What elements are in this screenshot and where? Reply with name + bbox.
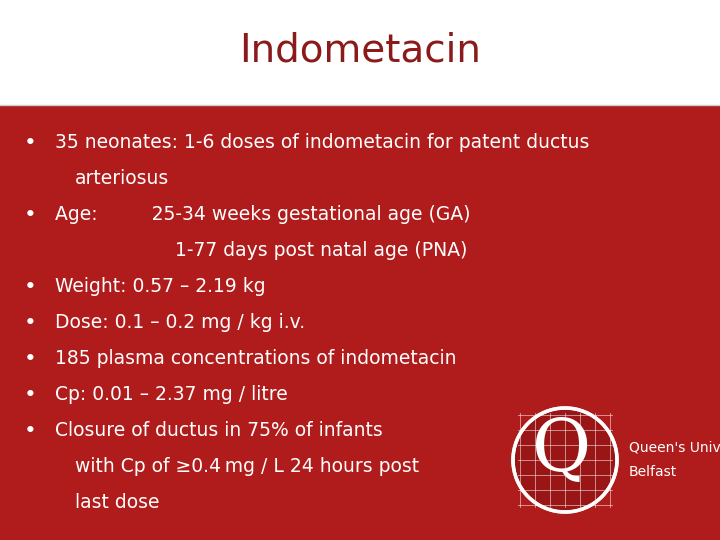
Text: 185 plasma concentrations of indometacin: 185 plasma concentrations of indometacin (55, 349, 456, 368)
Text: •: • (24, 133, 37, 153)
Text: •: • (24, 313, 37, 333)
Text: Q: Q (532, 417, 592, 487)
Text: •: • (24, 421, 37, 441)
Text: Weight: 0.57 – 2.19 kg: Weight: 0.57 – 2.19 kg (55, 277, 266, 296)
Circle shape (515, 410, 615, 510)
Text: arteriosus: arteriosus (75, 169, 169, 188)
Text: •: • (24, 349, 37, 369)
Text: Dose: 0.1 – 0.2 mg / kg i.v.: Dose: 0.1 – 0.2 mg / kg i.v. (55, 313, 305, 332)
Text: •: • (24, 205, 37, 225)
Text: •: • (24, 385, 37, 405)
Text: last dose: last dose (75, 493, 160, 512)
Text: Closure of ductus in 75% of infants: Closure of ductus in 75% of infants (55, 421, 383, 440)
Bar (0, 105, 720, 540)
Text: Age:         25-34 weeks gestational age (GA): Age: 25-34 weeks gestational age (GA) (55, 205, 470, 224)
Text: •: • (24, 277, 37, 297)
Text: Cp: 0.01 – 2.37 mg / litre: Cp: 0.01 – 2.37 mg / litre (55, 385, 288, 404)
Text: with Cp of ≥0.4 mg / L 24 hours post: with Cp of ≥0.4 mg / L 24 hours post (75, 457, 419, 476)
Text: 35 neonates: 1-6 doses of indometacin for patent ductus: 35 neonates: 1-6 doses of indometacin fo… (55, 133, 590, 152)
Text: Belfast: Belfast (629, 465, 678, 479)
Text: Indometacin: Indometacin (239, 31, 481, 69)
Text: Queen's University: Queen's University (629, 441, 720, 455)
Text: 1-77 days post natal age (PNA): 1-77 days post natal age (PNA) (55, 241, 467, 260)
